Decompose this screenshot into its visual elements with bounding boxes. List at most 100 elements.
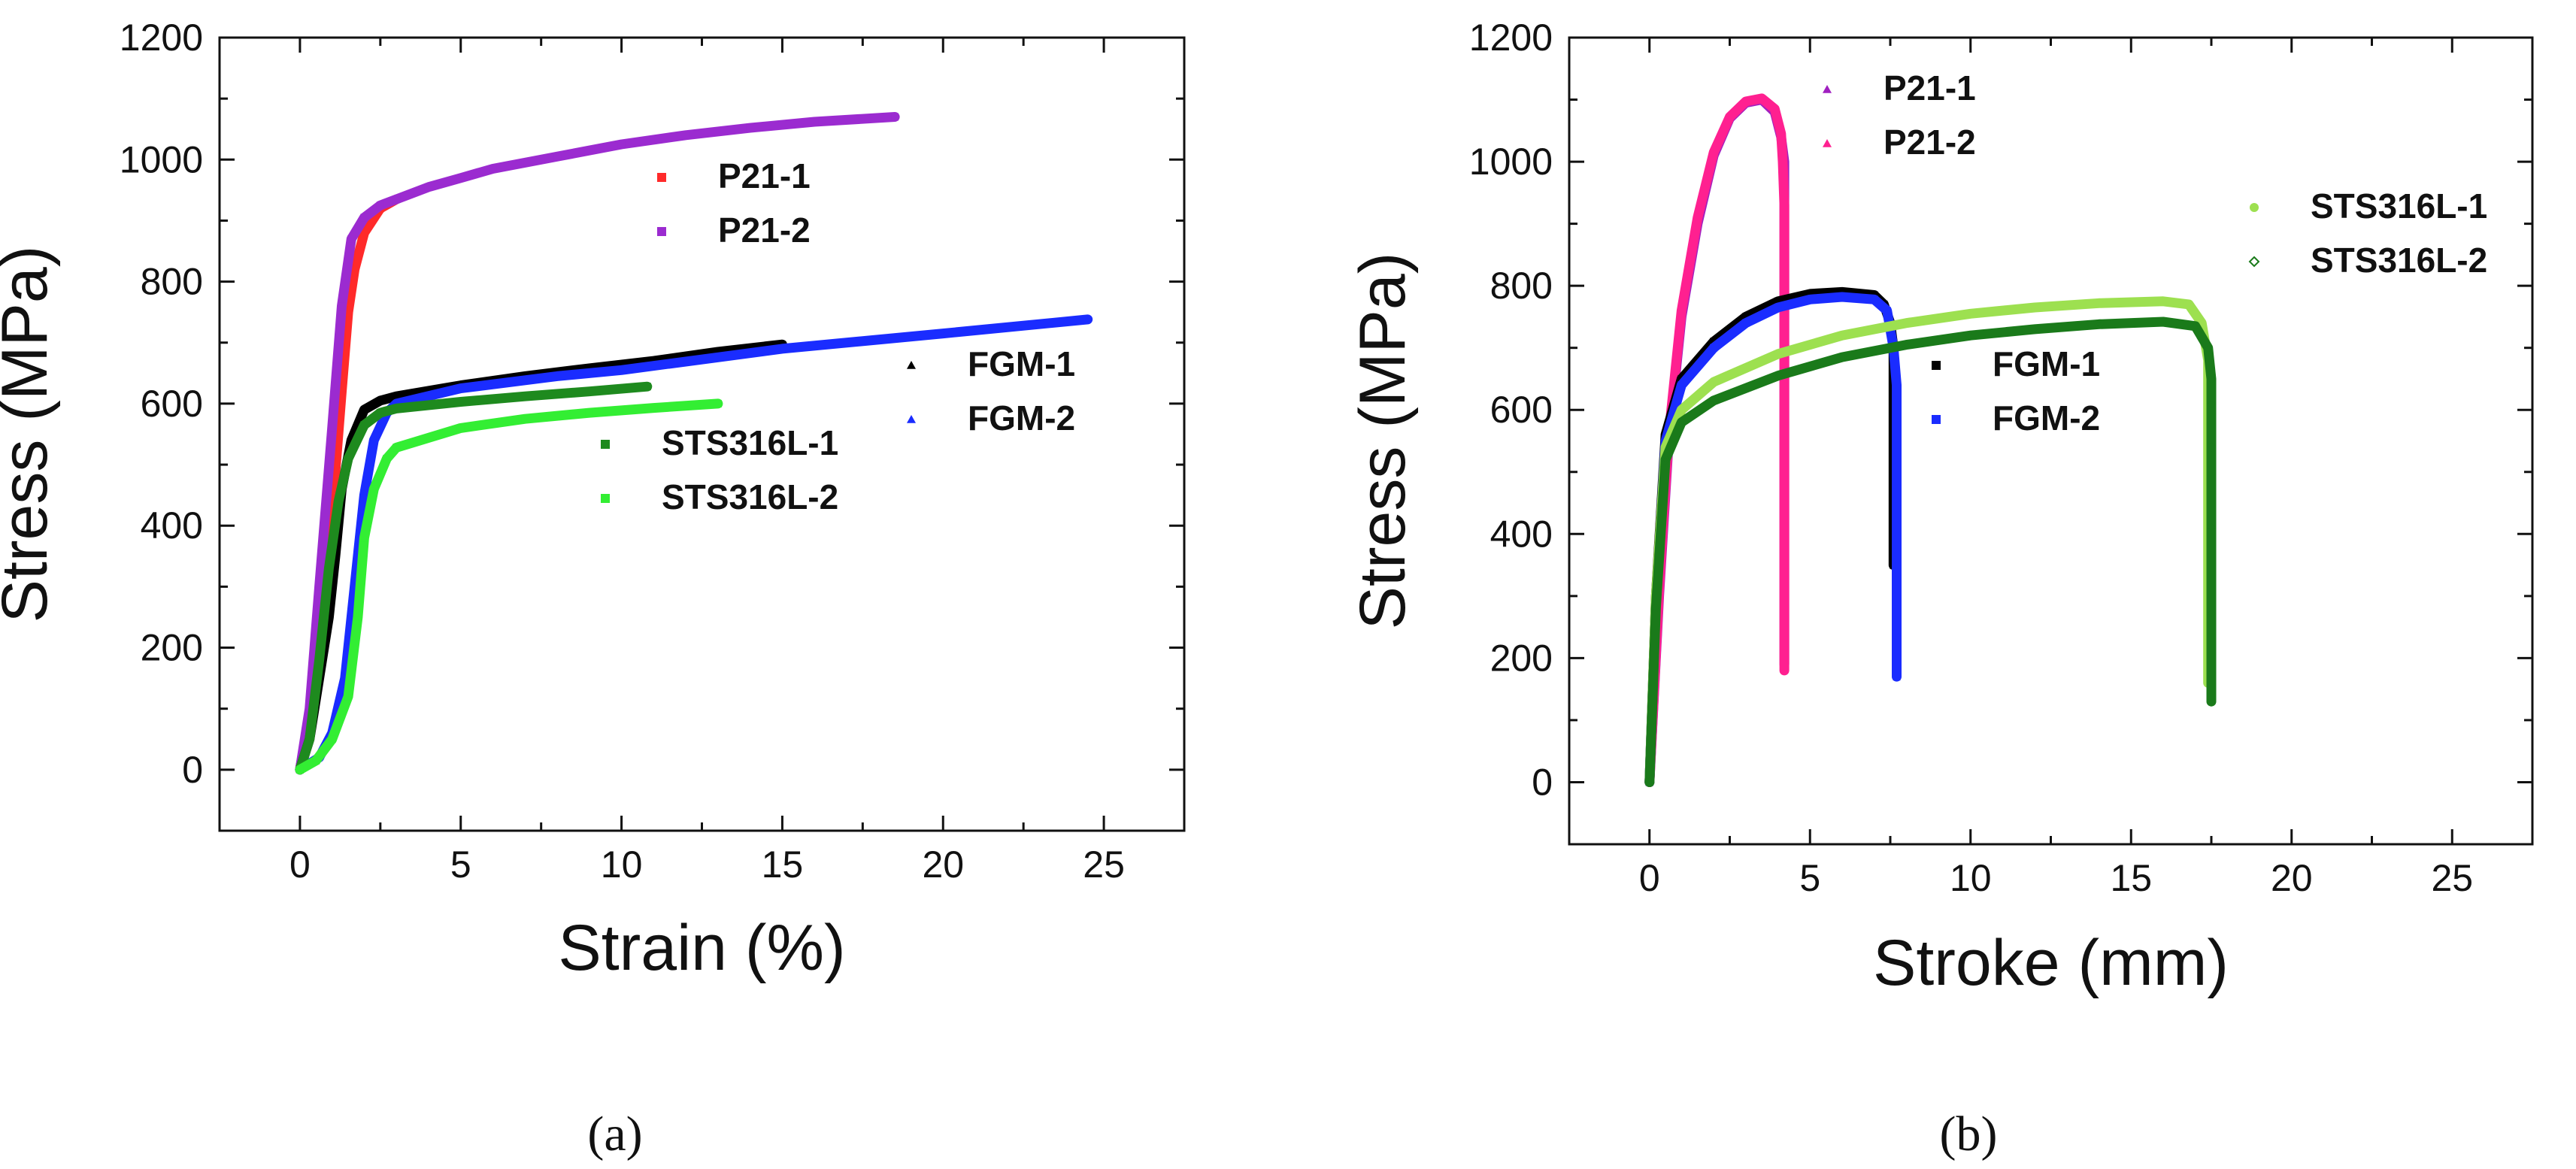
y-tick-label: 600 [1490, 389, 1553, 431]
data-point [489, 165, 497, 173]
legend-marker [1823, 139, 1832, 147]
data-point [1083, 315, 1092, 323]
legend-marker [657, 173, 666, 182]
data-point [1893, 673, 1901, 681]
data-point [1710, 148, 1718, 156]
data-point [1741, 98, 1750, 105]
data-point [456, 398, 465, 406]
data-point [305, 735, 314, 743]
data-point [392, 392, 401, 400]
data-point [312, 756, 320, 765]
legend-marker [1932, 415, 1941, 424]
series-p21-2 [1644, 93, 1790, 787]
series-line [1644, 286, 1899, 787]
legend-marker [601, 494, 610, 503]
data-point [338, 387, 346, 395]
data-point [650, 404, 658, 412]
data-point [1901, 340, 1911, 350]
series-sts316l-2 [295, 398, 723, 775]
series-line [295, 398, 723, 775]
y-tick-label: 0 [182, 749, 203, 791]
panel-label: (b) [1940, 1107, 1998, 1161]
data-point [2206, 398, 2217, 409]
series-fgm-1 [1644, 286, 1899, 787]
data-point [2159, 297, 2167, 305]
data-point [295, 765, 304, 774]
data-point [1741, 319, 1750, 327]
series-sts316l-1 [1644, 296, 2214, 787]
data-point [1893, 418, 1901, 426]
chart-panel-a: 0 200 400 600 800 1000 1200 0 5 10 15 20 25 Strain (%… [0, 17, 1186, 1161]
data-point [1758, 94, 1766, 101]
data-point [360, 534, 368, 542]
data-point [456, 384, 465, 392]
data-point [1774, 350, 1782, 358]
data-point [344, 692, 353, 701]
data-point [1677, 417, 1687, 428]
data-point [1774, 304, 1782, 312]
data-point [338, 302, 346, 310]
data-point [1677, 406, 1686, 414]
data-point [1677, 307, 1686, 314]
legend-label: STS316L-2 [2311, 241, 2487, 280]
data-point [2158, 316, 2168, 327]
data-point [1806, 289, 1814, 298]
data-point [1778, 158, 1787, 165]
legend-marker [1823, 85, 1832, 93]
x-tick-label: 15 [762, 843, 804, 886]
data-point [1780, 492, 1789, 500]
data-point [2206, 610, 2217, 620]
data-point [1780, 549, 1789, 556]
data-point [1660, 454, 1671, 465]
legend-marker [1932, 361, 1941, 370]
data-point [1726, 113, 1734, 120]
legend-label: STS316L-1 [662, 423, 838, 462]
legend: STS316L-1 STS316L-2 [601, 423, 838, 516]
data-point [1838, 288, 1846, 296]
x-tick-label: 25 [2431, 857, 2473, 899]
data-point [353, 613, 362, 621]
data-point [350, 265, 359, 274]
data-point [553, 372, 562, 380]
data-point [456, 174, 465, 182]
legend-marker [2250, 203, 2259, 212]
legend: P21-1 P21-2 [657, 156, 811, 250]
y-tick-label: 1000 [1469, 141, 1553, 183]
data-point [370, 436, 378, 444]
data-point [360, 229, 368, 237]
data-point [1780, 598, 1789, 606]
data-point [424, 183, 432, 191]
data-point [643, 383, 651, 391]
y-tick-label: 800 [141, 261, 203, 303]
data-point [344, 454, 353, 462]
data-point [360, 214, 368, 222]
data-point [376, 201, 384, 210]
data-point [521, 392, 529, 401]
data-point [1780, 201, 1789, 208]
y-tick-label: 200 [1490, 637, 1553, 679]
y-tick-label: 1000 [120, 138, 203, 180]
y-tick-label: 200 [141, 627, 203, 669]
chart-panel-b: 0 200 400 600 800 1000 1200 0 5 10 15 20 25 Stroke (m… [1347, 17, 2534, 1161]
series-sts316l-1 [295, 381, 653, 775]
legend-label: STS316L-2 [662, 477, 838, 516]
data-point [456, 424, 465, 432]
data-point [1883, 307, 1891, 315]
data-point [2206, 696, 2217, 707]
data-point [2185, 300, 2193, 308]
data-point [585, 409, 593, 417]
legend-label: P21-2 [1884, 123, 1976, 162]
data-point [344, 308, 353, 316]
legend-marker [657, 227, 666, 236]
data-point [1650, 603, 1661, 613]
data-point [360, 491, 368, 498]
data-point [2206, 442, 2217, 453]
series-line [1644, 93, 1790, 787]
data-point [1693, 214, 1702, 221]
series-line [295, 314, 1093, 775]
legend-label: FGM-1 [968, 344, 1075, 383]
series-line [1644, 292, 1902, 787]
y-tick-label: 1200 [120, 17, 203, 59]
data-point [1893, 381, 1901, 389]
